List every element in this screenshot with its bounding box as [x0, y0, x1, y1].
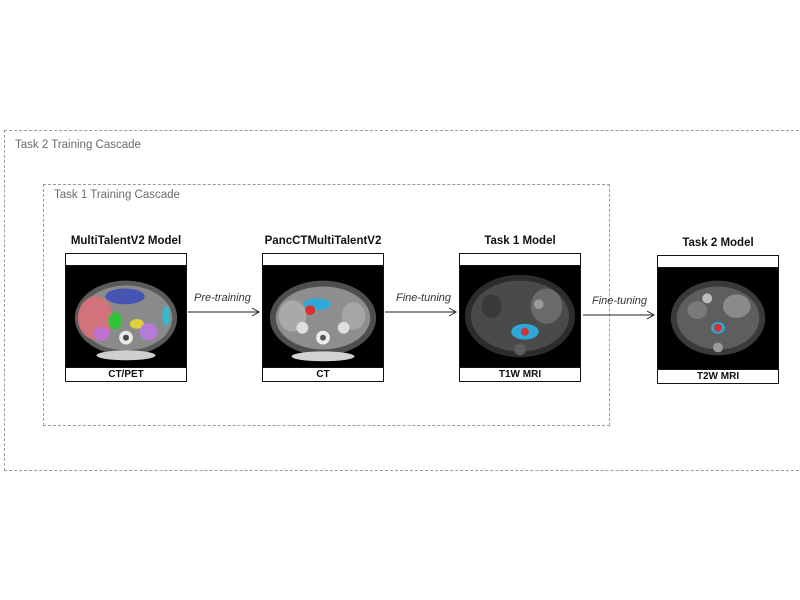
finetuning-arrow-2 [583, 310, 656, 320]
modality-label: CT [316, 369, 330, 380]
stage-title: Task 2 Model [682, 237, 754, 249]
stage-task2-model: Task 2 Model T2W MRI [657, 237, 779, 384]
pretraining-arrow [188, 307, 261, 317]
stage-card: T1W MRI [459, 253, 581, 382]
modality-label: T2W MRI [696, 371, 740, 382]
task1-cascade-label: Task 1 Training Cascade [54, 189, 180, 201]
task2-cascade-label: Task 2 Training Cascade [15, 139, 141, 151]
ct-pet-scan-image [66, 265, 186, 368]
stage-task1-model: Task 1 Model T1W MRI [459, 235, 581, 382]
finetuning-label-1: Fine-tuning [396, 292, 452, 304]
stage-card: T2W MRI [657, 255, 779, 384]
modality-label: T1W MRI [498, 369, 542, 380]
stage-title: MultiTalentV2 Model [70, 235, 182, 247]
stage-pancct: PancCTMultiTalentV2 CT [262, 235, 384, 382]
stage-title: PancCTMultiTalentV2 [264, 235, 382, 247]
finetuning-label-2: Fine-tuning [592, 295, 648, 307]
stage-multitalent: MultiTalentV2 Model CT/PET [65, 235, 187, 382]
stage-card: CT/PET [65, 253, 187, 382]
t1w-mri-image [460, 265, 580, 368]
finetuning-arrow-1 [385, 307, 458, 317]
stage-card: CT [262, 253, 384, 382]
modality-label: CT/PET [108, 369, 144, 380]
stage-title: Task 1 Model [484, 235, 556, 247]
task1-cascade-box: Task 1 Training Cascade [43, 184, 610, 426]
t2w-mri-image [658, 267, 778, 370]
task2-cascade-box: Task 2 Training Cascade [4, 130, 800, 471]
pretraining-label: Pre-training [194, 292, 251, 304]
ct-scan-image [263, 265, 383, 368]
